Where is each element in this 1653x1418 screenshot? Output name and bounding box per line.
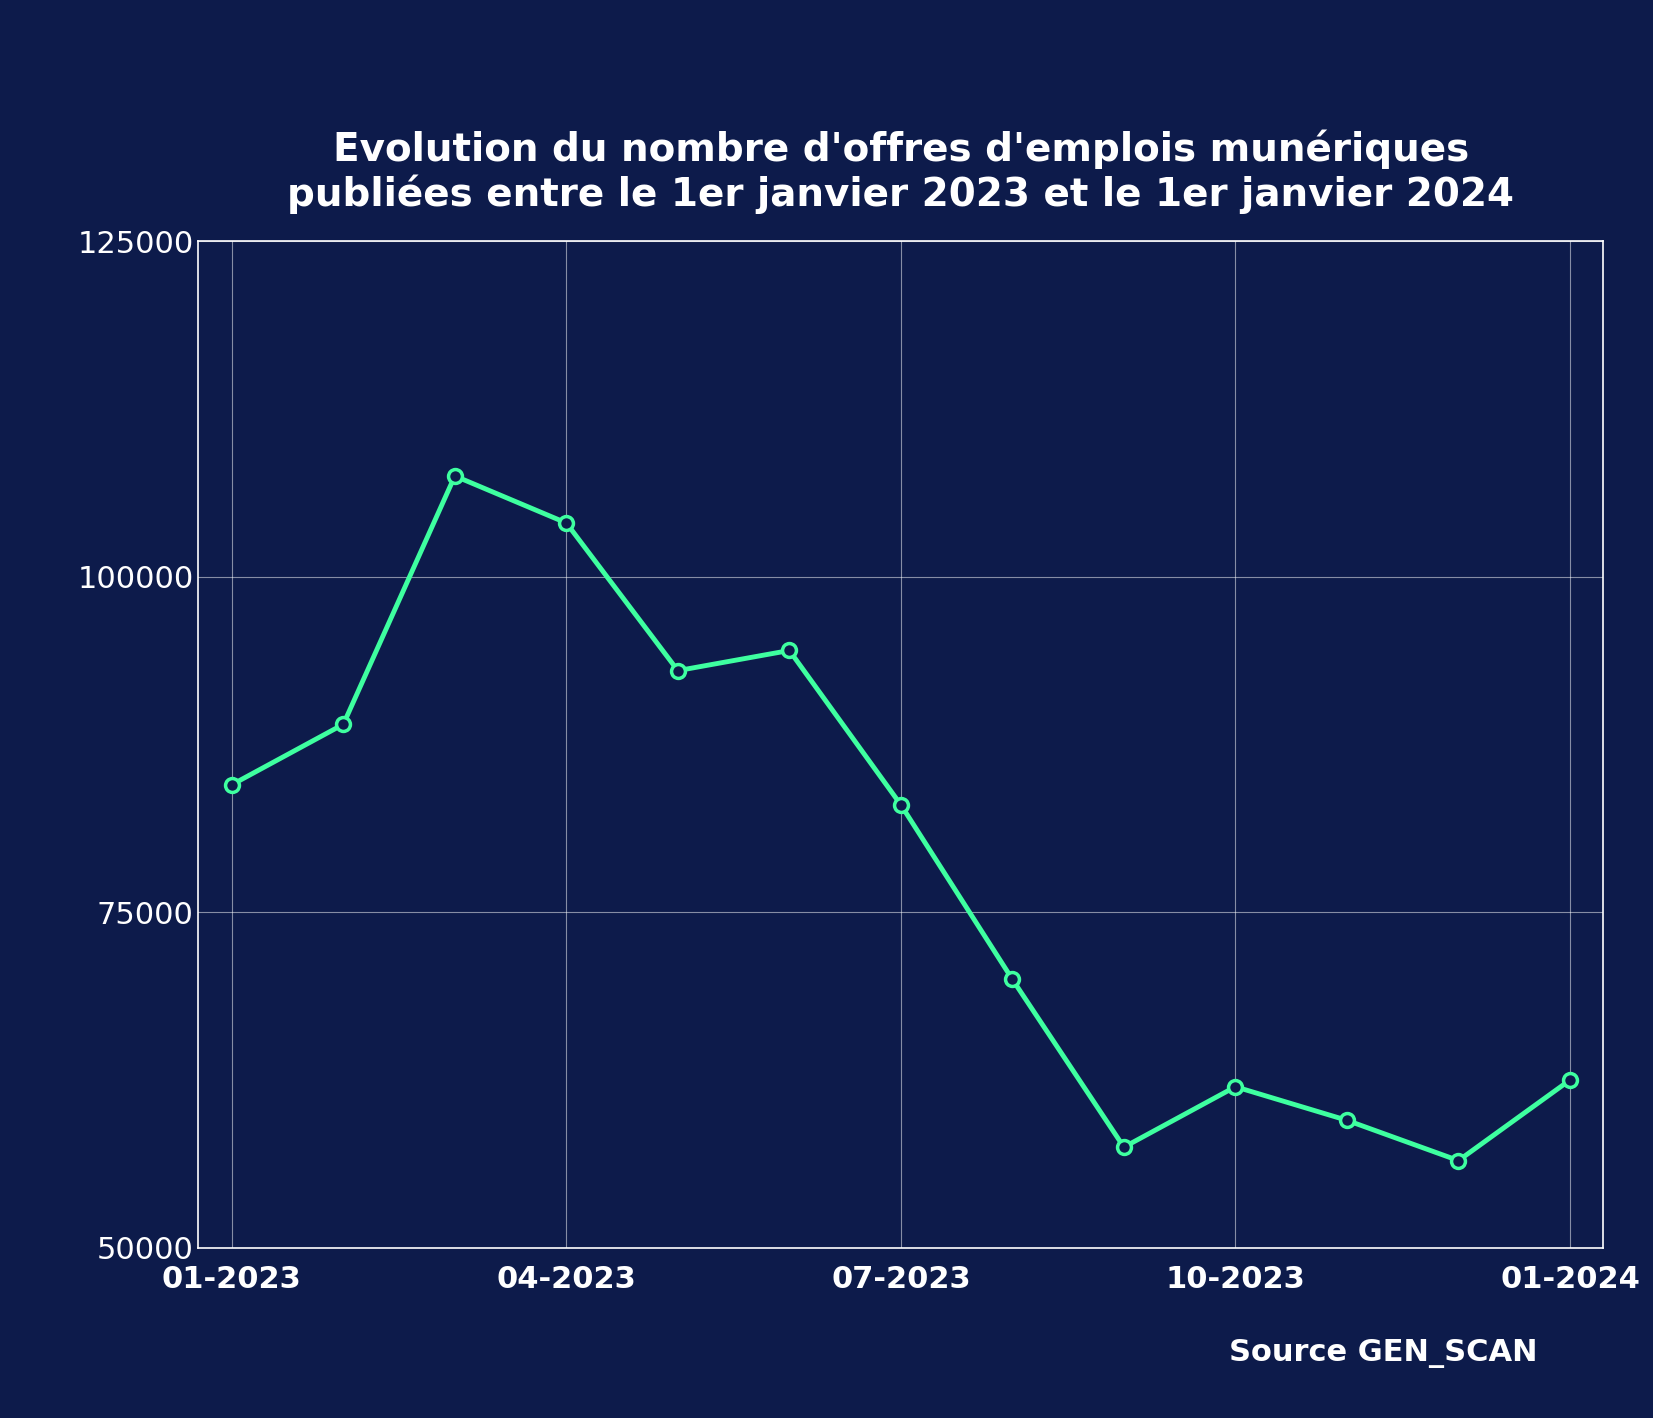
Title: Evolution du nombre d'offres d'emplois munériques
publiées entre le 1er janvier : Evolution du nombre d'offres d'emplois m… bbox=[288, 129, 1514, 214]
Text: Source GEN_SCAN: Source GEN_SCAN bbox=[1228, 1339, 1537, 1368]
